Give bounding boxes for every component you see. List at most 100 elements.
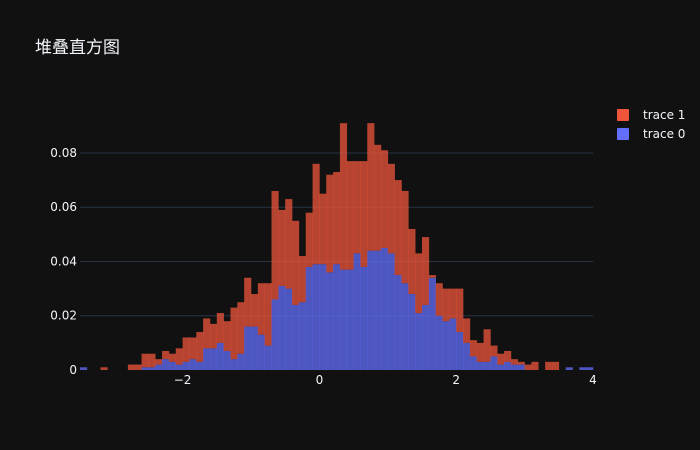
bar-trace-0 xyxy=(565,367,573,370)
bar-trace-1 xyxy=(168,353,177,362)
bar-trace-1 xyxy=(517,361,525,365)
bar-trace-1 xyxy=(162,351,170,360)
bar-trace-0 xyxy=(312,264,320,370)
bar-trace-0 xyxy=(483,361,491,370)
bar-trace-1 xyxy=(483,329,491,362)
bar-trace-1 xyxy=(264,283,272,346)
legend-label-trace-0: trace 0 xyxy=(643,127,685,141)
bar-trace-0 xyxy=(476,361,484,370)
bar-trace-0 xyxy=(209,348,218,370)
bar-trace-0 xyxy=(257,334,265,370)
bar-trace-1 xyxy=(237,302,245,354)
bar-trace-0 xyxy=(298,302,307,370)
legend[interactable]: trace 1 trace 0 xyxy=(617,108,685,141)
bar-trace-0 xyxy=(285,288,293,370)
bar-trace-1 xyxy=(435,283,443,316)
bar-trace-1 xyxy=(251,294,259,327)
bar-trace-0 xyxy=(319,264,327,370)
bar-trace-0 xyxy=(80,367,88,370)
bar-trace-0 xyxy=(196,361,204,370)
bar-trace-1 xyxy=(216,313,224,343)
bar-trace-0 xyxy=(463,342,471,370)
bar-trace-0 xyxy=(586,367,594,370)
bar-trace-0 xyxy=(168,361,177,370)
bar-trace-0 xyxy=(415,313,423,370)
bar-trace-1 xyxy=(285,199,293,289)
bar-trace-1 xyxy=(394,180,402,276)
bar-trace-1 xyxy=(531,361,539,370)
bar-trace-1 xyxy=(182,337,190,362)
bar-trace-0 xyxy=(237,353,245,370)
legend-swatch-trace-1 xyxy=(617,109,629,121)
bar-trace-0 xyxy=(360,266,368,370)
x-tick-label: 2 xyxy=(452,373,460,387)
x-tick-label: 4 xyxy=(589,373,597,387)
bar-trace-0 xyxy=(182,361,190,370)
bar-trace-1 xyxy=(428,275,436,278)
bar-trace-0 xyxy=(346,269,354,370)
bar-trace-0 xyxy=(141,367,149,370)
bar-trace-1 xyxy=(469,340,478,357)
bar-trace-1 xyxy=(141,353,149,368)
bar-trace-1 xyxy=(380,150,389,248)
bar-trace-0 xyxy=(442,321,450,370)
bar-trace-0 xyxy=(230,359,238,370)
bar-trace-0 xyxy=(203,348,211,370)
bar-trace-1 xyxy=(278,209,286,286)
bar-trace-0 xyxy=(216,342,224,370)
legend-item-trace-0[interactable]: trace 0 xyxy=(617,127,685,141)
bar-trace-0 xyxy=(251,326,259,370)
bar-trace-0 xyxy=(244,326,252,370)
bar-trace-0 xyxy=(401,283,409,370)
bar-trace-1 xyxy=(175,348,183,365)
bar-trace-1 xyxy=(387,163,395,254)
bar-trace-1 xyxy=(545,361,553,370)
bar-trace-1 xyxy=(456,288,464,333)
bar-trace-0 xyxy=(456,332,464,370)
bar-trace-0 xyxy=(264,345,272,370)
bar-trace-1 xyxy=(463,318,471,343)
bar-trace-1 xyxy=(401,190,409,284)
bar-trace-1 xyxy=(415,253,423,314)
bar-trace-0 xyxy=(223,351,231,370)
bar-trace-0 xyxy=(367,250,375,370)
bar-trace-0 xyxy=(504,361,512,370)
bar-trace-0 xyxy=(579,367,587,370)
bar-trace-1 xyxy=(298,256,307,303)
bar-trace-0 xyxy=(422,304,430,370)
bar-trace-0 xyxy=(394,275,402,370)
x-axis-ticks: −2 0 2 4 xyxy=(174,373,597,387)
bar-trace-1 xyxy=(257,283,265,335)
bar-trace-0 xyxy=(175,364,183,370)
bar-trace-0 xyxy=(517,364,525,370)
y-tick-label: 0.02 xyxy=(50,309,77,323)
bar-trace-1 xyxy=(100,367,108,370)
bar-trace-1 xyxy=(353,161,361,254)
legend-item-trace-1[interactable]: trace 1 xyxy=(617,108,685,122)
bar-trace-0 xyxy=(469,356,478,370)
bar-trace-1 xyxy=(196,332,204,362)
bar-trace-1 xyxy=(134,364,142,370)
bar-trace-0 xyxy=(380,247,389,370)
bar-trace-1 xyxy=(524,364,532,370)
bar-trace-1 xyxy=(449,288,457,319)
legend-swatch-trace-0 xyxy=(617,128,629,140)
bar-trace-0 xyxy=(428,277,436,370)
bar-trace-1 xyxy=(155,359,163,365)
bar-trace-1 xyxy=(319,193,327,265)
bar-trace-0 xyxy=(497,364,505,370)
bar-trace-1 xyxy=(312,163,320,265)
bar-trace-1 xyxy=(551,361,560,370)
bar-trace-1 xyxy=(422,237,430,305)
bar-trace-1 xyxy=(360,161,368,267)
legend-label-trace-1: trace 1 xyxy=(643,108,685,122)
bar-trace-0 xyxy=(278,285,286,370)
bar-trace-0 xyxy=(510,364,519,370)
bar-trace-1 xyxy=(504,351,512,362)
bar-trace-1 xyxy=(271,190,279,300)
chart-title: 堆叠直方图 xyxy=(35,38,120,58)
bar-trace-1 xyxy=(333,171,341,265)
bar-trace-0 xyxy=(408,294,416,370)
bar-trace-1 xyxy=(510,359,519,365)
bar-trace-1 xyxy=(244,277,252,327)
